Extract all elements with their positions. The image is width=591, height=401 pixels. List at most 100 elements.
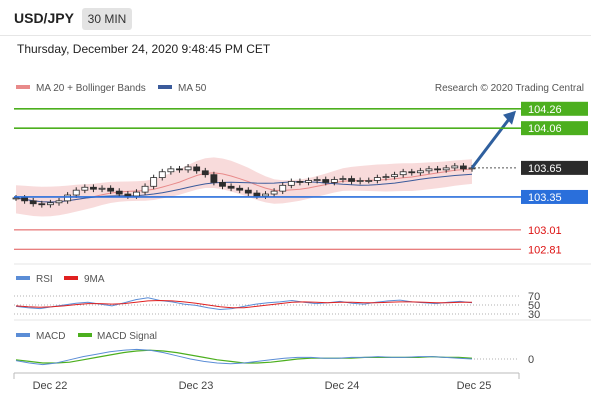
candle-body [279, 184, 287, 192]
resistance-price-label: 104.06 [528, 123, 562, 135]
macd-zero-label: 0 [528, 354, 534, 366]
header-divider [0, 35, 591, 36]
candle-body [356, 180, 364, 182]
macd-plot: 0 [15, 348, 534, 366]
candle-body [451, 165, 459, 169]
rsi-ma-line [15, 299, 472, 309]
macd-legend-label: MACD [36, 331, 65, 342]
candle-body [98, 187, 106, 190]
candle-body [270, 190, 278, 195]
x-tick-label: Dec 25 [457, 380, 492, 392]
minor-level-label: 102.81 [528, 244, 562, 256]
rsi-level-label: 70 [528, 291, 540, 303]
candle-body [382, 176, 390, 179]
candle-body [236, 187, 244, 191]
candle-body [442, 167, 450, 171]
candle-body [90, 186, 97, 190]
current-price-label: 103.65 [528, 163, 562, 175]
current-price-tag [521, 160, 588, 175]
macd-signal-legend-swatch [78, 333, 92, 337]
candle-body [133, 191, 140, 197]
candle-body [408, 171, 416, 174]
projection-arrow-head [503, 110, 516, 125]
candle-body [305, 180, 312, 183]
candle-body [158, 171, 166, 178]
candle-body [262, 193, 269, 197]
rsi-level-label: 50 [528, 300, 540, 312]
resistance-price-label: 104.26 [528, 104, 562, 116]
ma50-legend-label: MA 50 [178, 83, 207, 94]
support-price-tag [521, 189, 588, 204]
x-tick-label: Dec 22 [33, 380, 68, 392]
rsi-ma-legend-swatch [64, 276, 78, 280]
candle-body [176, 168, 183, 171]
candle-body [391, 174, 398, 178]
minor-level-label: 103.01 [528, 225, 562, 237]
candle-body [107, 187, 115, 192]
support-price-label: 103.35 [528, 192, 562, 204]
candle-body [287, 181, 295, 186]
candle-body [219, 182, 226, 187]
x-tick-label: Dec 24 [325, 380, 360, 392]
candle-body [313, 179, 321, 181]
candle-body [141, 185, 149, 193]
price-levels: 104.26 104.06 103.65 103.35 103.01 102.81 [14, 101, 588, 256]
candle-body [72, 189, 80, 196]
candle-body [124, 193, 132, 197]
candle-body [81, 186, 89, 191]
price-plot [12, 110, 516, 217]
candle-body [253, 192, 261, 197]
candle-body [12, 197, 20, 200]
candle-body [348, 178, 355, 182]
candle-body [244, 189, 252, 194]
candle-body [425, 168, 433, 172]
candle-body [373, 177, 381, 181]
x-tick-label: Dec 23 [179, 380, 214, 392]
candle-body [399, 171, 407, 176]
rsi-legend-label: RSI [36, 274, 53, 285]
candle-body [21, 197, 29, 202]
rsi-legend-swatch [16, 276, 30, 280]
candle-body [29, 200, 37, 205]
ma20-legend-swatch [16, 85, 30, 89]
currency-pair-title: USD/JPY [14, 10, 74, 26]
credit-text: Research © 2020 Trading Central [435, 83, 584, 94]
candle-body [459, 165, 467, 170]
ma50-legend-swatch [158, 85, 172, 89]
candle-body [330, 179, 338, 183]
candle-body [167, 168, 175, 173]
candle-body [227, 185, 235, 189]
candle-body [210, 174, 218, 183]
candle-body [296, 181, 304, 183]
x-axis-ticks: Dec 22 Dec 23 Dec 24 Dec 25 [33, 380, 492, 392]
candle-body [150, 177, 158, 187]
candle-body [322, 179, 330, 183]
candle-body [365, 180, 373, 182]
candle-body [115, 190, 123, 195]
projection-arrow-shaft [470, 116, 512, 169]
timeframe-badge[interactable]: 30 MIN [82, 8, 132, 30]
candle-body [55, 200, 63, 204]
macd-line [15, 348, 473, 366]
candle-body [434, 168, 441, 171]
bollinger-band [16, 157, 472, 217]
rsi-ma-legend-label: 9MA [84, 274, 105, 285]
candle-body [64, 194, 72, 202]
candle-body [38, 203, 46, 206]
candle-body [193, 166, 201, 172]
ma20-legend-label: MA 20 + Bollinger Bands [36, 83, 146, 94]
rsi-level-label: 30 [528, 309, 540, 321]
rsi-line [15, 297, 473, 311]
candle-body [416, 170, 424, 174]
macd-signal-legend-label: MACD Signal [97, 331, 157, 342]
candle-body [201, 170, 209, 176]
candle-body [339, 178, 347, 180]
resistance-price-tag [521, 121, 588, 136]
macd-legend-swatch [16, 333, 30, 337]
resistance-price-tag [521, 101, 588, 116]
candle-body [184, 166, 192, 171]
candle-body [47, 202, 54, 206]
timestamp-text: Thursday, December 24, 2020 9:48:45 PM C… [17, 42, 271, 56]
